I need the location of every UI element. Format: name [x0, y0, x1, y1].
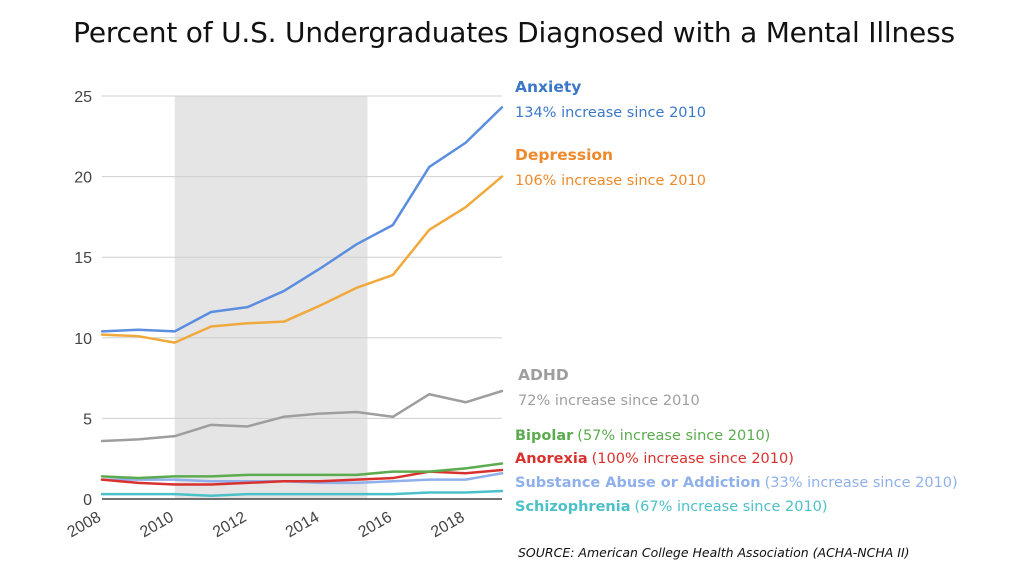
annotation-schizophrenia: Schizophrenia (67% increase since 2010) — [515, 499, 828, 515]
annotation-anorexia: Anorexia (100% increase since 2010) — [515, 451, 794, 467]
annotation-text-bipolar: (57% increase since 2010) — [577, 428, 771, 444]
annotation-text-anxiety: 134% increase since 2010 — [515, 105, 706, 121]
y-tick-label: 20 — [74, 170, 92, 187]
x-tick-label: 2018 — [428, 509, 467, 542]
y-tick-label: 25 — [74, 89, 92, 106]
annotation-substance-abuse: Substance Abuse or Addiction (33% increas… — [515, 475, 958, 491]
annotation-anxiety: Anxiety 134% increase since 2010 — [515, 78, 706, 121]
x-tick-label: 2012 — [210, 509, 249, 542]
series-line-depression — [100, 175, 504, 344]
x-tick-label: 2014 — [283, 509, 322, 542]
series-line-anxiety — [100, 106, 504, 333]
chart-title: Percent of U.S. Undergraduates Diagnosed… — [73, 16, 955, 49]
x-tick-label: 2010 — [137, 509, 176, 542]
source-note: SOURCE: American College Health Associat… — [518, 545, 910, 560]
y-tick-label: 0 — [83, 492, 92, 509]
legend-label-bipolar: Bipolar — [515, 428, 574, 444]
annotation-text-schizophrenia: (67% increase since 2010) — [634, 499, 828, 515]
series-line-adhd — [100, 389, 504, 443]
legend-label-substance-abuse: Substance Abuse or Addiction — [515, 475, 761, 491]
x-tick-label: 2008 — [65, 509, 104, 542]
annotation-text-substance-abuse: (33% increase since 2010) — [764, 475, 958, 491]
legend-label-depression: Depression — [515, 146, 614, 164]
y-tick-label: 10 — [74, 331, 92, 348]
annotation-adhd: ADHD 72% increase since 2010 — [518, 366, 700, 409]
annotation-text-depression: 106% increase since 2010 — [515, 173, 706, 189]
annotation-text-adhd: 72% increase since 2010 — [518, 393, 700, 409]
y-tick-label: 15 — [74, 250, 92, 267]
series-line-schizophrenia — [100, 489, 504, 498]
legend-label-anorexia: Anorexia — [515, 451, 588, 467]
annotation-bipolar: Bipolar (57% increase since 2010) — [515, 428, 770, 444]
y-tick-label: 5 — [83, 411, 92, 428]
annotation-text-anorexia: (100% increase since 2010) — [591, 451, 794, 467]
legend-label-adhd: ADHD — [518, 366, 569, 384]
legend-label-anxiety: Anxiety — [515, 78, 582, 96]
x-tick-label: 2016 — [356, 509, 395, 542]
annotation-depression: Depression 106% increase since 2010 — [515, 146, 706, 189]
legend-label-schizophrenia: Schizophrenia — [515, 499, 631, 515]
series-line-bipolar — [100, 462, 504, 480]
